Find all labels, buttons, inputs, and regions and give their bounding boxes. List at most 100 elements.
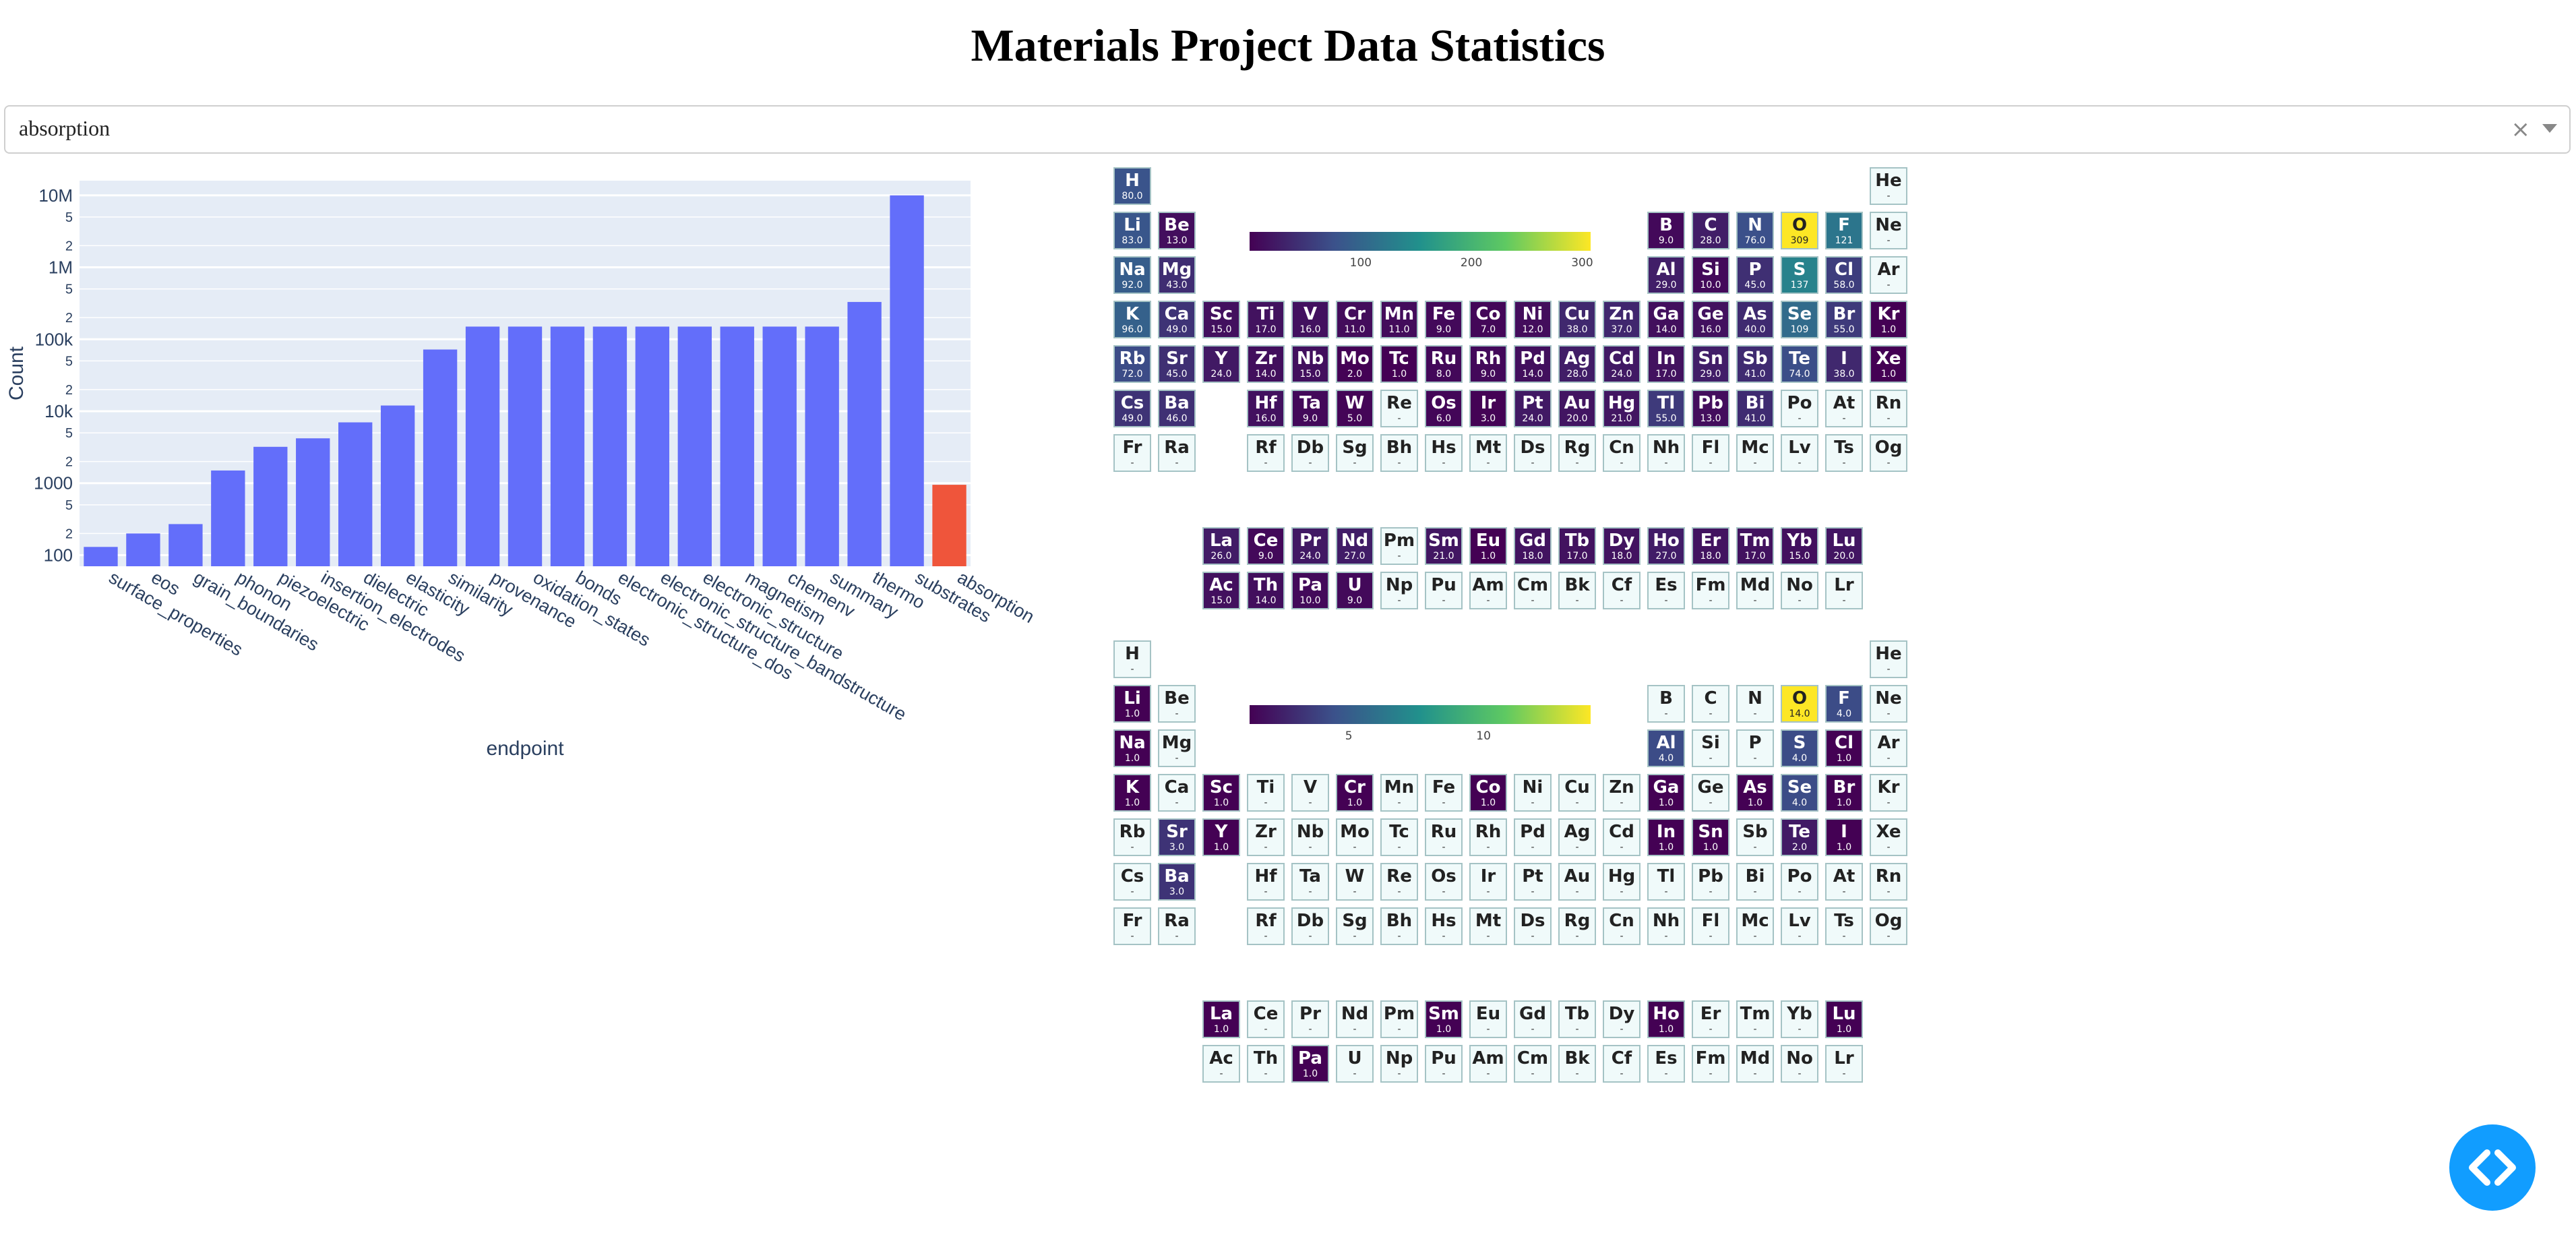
element-cell-fl[interactable]: Fl -: [1692, 907, 1729, 945]
element-cell-ts[interactable]: Ts -: [1825, 434, 1863, 472]
element-cell-cr[interactable]: Cr 1.0: [1336, 774, 1374, 812]
element-cell-o[interactable]: O 14.0: [1781, 685, 1818, 723]
element-cell-sm[interactable]: Sm 1.0: [1425, 1000, 1463, 1038]
element-cell-ca[interactable]: Ca -: [1158, 774, 1196, 812]
element-cell-cl[interactable]: Cl 1.0: [1825, 729, 1863, 767]
bar-dielectric[interactable]: [338, 422, 373, 566]
bar-thermo[interactable]: [847, 301, 882, 566]
element-cell-c[interactable]: C 28.0: [1692, 212, 1729, 249]
element-cell-cm[interactable]: Cm -: [1514, 572, 1552, 609]
element-cell-br[interactable]: Br 55.0: [1825, 301, 1863, 338]
element-cell-er[interactable]: Er -: [1692, 1000, 1729, 1038]
element-cell-w[interactable]: W-: [1336, 863, 1374, 901]
bar-magnetism[interactable]: [720, 326, 754, 566]
element-cell-n[interactable]: N-: [1736, 685, 1774, 723]
element-cell-sr[interactable]: Sr 45.0: [1158, 345, 1196, 383]
element-cell-li[interactable]: Li 83.0: [1113, 212, 1151, 249]
element-cell-al[interactable]: Al 4.0: [1647, 729, 1685, 767]
element-cell-ho[interactable]: Ho 27.0: [1647, 527, 1685, 565]
element-cell-sc[interactable]: Sc 1.0: [1202, 774, 1240, 812]
element-cell-ra[interactable]: Ra -: [1158, 907, 1196, 945]
element-cell-ce[interactable]: Ce 9.0: [1247, 527, 1285, 565]
element-cell-nd[interactable]: Nd -: [1336, 1000, 1374, 1038]
element-cell-se[interactable]: Se 4.0: [1781, 774, 1818, 812]
element-cell-fe[interactable]: Fe -: [1425, 774, 1463, 812]
element-cell-pu[interactable]: Pu -: [1425, 572, 1463, 609]
bar-oxidation_states[interactable]: [508, 326, 543, 566]
element-cell-al[interactable]: Al 29.0: [1647, 256, 1685, 294]
element-cell-ca[interactable]: Ca 49.0: [1158, 301, 1196, 338]
element-cell-pb[interactable]: Pb 13.0: [1692, 390, 1729, 427]
element-cell-cl[interactable]: Cl 58.0: [1825, 256, 1863, 294]
element-cell-es[interactable]: Es -: [1647, 1045, 1685, 1083]
element-cell-cd[interactable]: Cd 24.0: [1603, 345, 1640, 383]
element-cell-zn[interactable]: Zn -: [1603, 774, 1640, 812]
element-cell-dy[interactable]: Dy -: [1603, 1000, 1640, 1038]
element-cell-md[interactable]: Md -: [1736, 572, 1774, 609]
element-cell-po[interactable]: Po -: [1781, 390, 1818, 427]
element-cell-ho[interactable]: Ho 1.0: [1647, 1000, 1685, 1038]
element-cell-pr[interactable]: Pr 24.0: [1291, 527, 1329, 565]
element-cell-no[interactable]: No -: [1781, 572, 1818, 609]
bar-electronic_structure_dos[interactable]: [592, 326, 627, 566]
element-cell-zr[interactable]: Zr -: [1247, 818, 1285, 856]
element-cell-lv[interactable]: Lv -: [1781, 434, 1818, 472]
element-cell-mo[interactable]: Mo 2.0: [1336, 345, 1374, 383]
element-cell-he[interactable]: He -: [1870, 640, 1907, 678]
element-cell-rn[interactable]: Rn -: [1870, 863, 1907, 901]
element-cell-in[interactable]: In 17.0: [1647, 345, 1685, 383]
element-cell-pu[interactable]: Pu -: [1425, 1045, 1463, 1083]
element-cell-tl[interactable]: Tl -: [1647, 863, 1685, 901]
element-cell-nh[interactable]: Nh -: [1647, 907, 1685, 945]
element-cell-fe[interactable]: Fe 9.0: [1425, 301, 1463, 338]
element-cell-ds[interactable]: Ds -: [1514, 434, 1552, 472]
element-cell-ne[interactable]: Ne -: [1870, 685, 1907, 723]
element-cell-nh[interactable]: Nh -: [1647, 434, 1685, 472]
element-cell-sg[interactable]: Sg -: [1336, 907, 1374, 945]
element-cell-am[interactable]: Am -: [1469, 572, 1507, 609]
element-cell-rn[interactable]: Rn -: [1870, 390, 1907, 427]
element-cell-mg[interactable]: Mg 43.0: [1158, 256, 1196, 294]
element-cell-as[interactable]: As 40.0: [1736, 301, 1774, 338]
element-cell-fr[interactable]: Fr -: [1113, 907, 1151, 945]
element-cell-yb[interactable]: Yb 15.0: [1781, 527, 1818, 565]
element-cell-tl[interactable]: Tl 55.0: [1647, 390, 1685, 427]
element-cell-ba[interactable]: Ba 3.0: [1158, 863, 1196, 901]
code-view-button[interactable]: [2449, 1124, 2536, 1211]
element-cell-md[interactable]: Md -: [1736, 1045, 1774, 1083]
element-cell-se[interactable]: Se 109: [1781, 301, 1818, 338]
element-cell-cu[interactable]: Cu -: [1558, 774, 1596, 812]
element-cell-o[interactable]: O 309: [1781, 212, 1818, 249]
bar-similarity[interactable]: [423, 349, 458, 566]
chevron-down-icon[interactable]: [2542, 124, 2557, 133]
element-cell-np[interactable]: Np -: [1380, 1045, 1418, 1083]
element-cell-yb[interactable]: Yb -: [1781, 1000, 1818, 1038]
element-cell-bh[interactable]: Bh -: [1380, 907, 1418, 945]
bar-surface_properties[interactable]: [84, 547, 118, 566]
element-cell-y[interactable]: Y 24.0: [1202, 345, 1240, 383]
element-cell-n[interactable]: N 76.0: [1736, 212, 1774, 249]
element-cell-pb[interactable]: Pb -: [1692, 863, 1729, 901]
element-cell-ti[interactable]: Ti 17.0: [1247, 301, 1285, 338]
element-cell-sm[interactable]: Sm 21.0: [1425, 527, 1463, 565]
element-cell-th[interactable]: Th 14.0: [1247, 572, 1285, 609]
bar-provenance[interactable]: [465, 326, 500, 566]
element-cell-u[interactable]: U-: [1336, 1045, 1374, 1083]
bar-piezoelectric[interactable]: [253, 446, 288, 566]
element-cell-be[interactable]: Be -: [1158, 685, 1196, 723]
element-cell-cr[interactable]: Cr 11.0: [1336, 301, 1374, 338]
element-cell-la[interactable]: La 1.0: [1202, 1000, 1240, 1038]
element-cell-au[interactable]: Au 20.0: [1558, 390, 1596, 427]
element-cell-sb[interactable]: Sb -: [1736, 818, 1774, 856]
element-cell-ni[interactable]: Ni 12.0: [1514, 301, 1552, 338]
element-cell-tb[interactable]: Tb 17.0: [1558, 527, 1596, 565]
element-cell-rg[interactable]: Rg -: [1558, 434, 1596, 472]
endpoint-dropdown[interactable]: absorption ×: [4, 105, 2571, 154]
element-cell-no[interactable]: No -: [1781, 1045, 1818, 1083]
element-cell-ba[interactable]: Ba 46.0: [1158, 390, 1196, 427]
element-cell-gd[interactable]: Gd 18.0: [1514, 527, 1552, 565]
element-cell-te[interactable]: Te 2.0: [1781, 818, 1818, 856]
element-cell-hf[interactable]: Hf -: [1247, 863, 1285, 901]
element-cell-cn[interactable]: Cn -: [1603, 907, 1640, 945]
element-cell-rb[interactable]: Rb -: [1113, 818, 1151, 856]
